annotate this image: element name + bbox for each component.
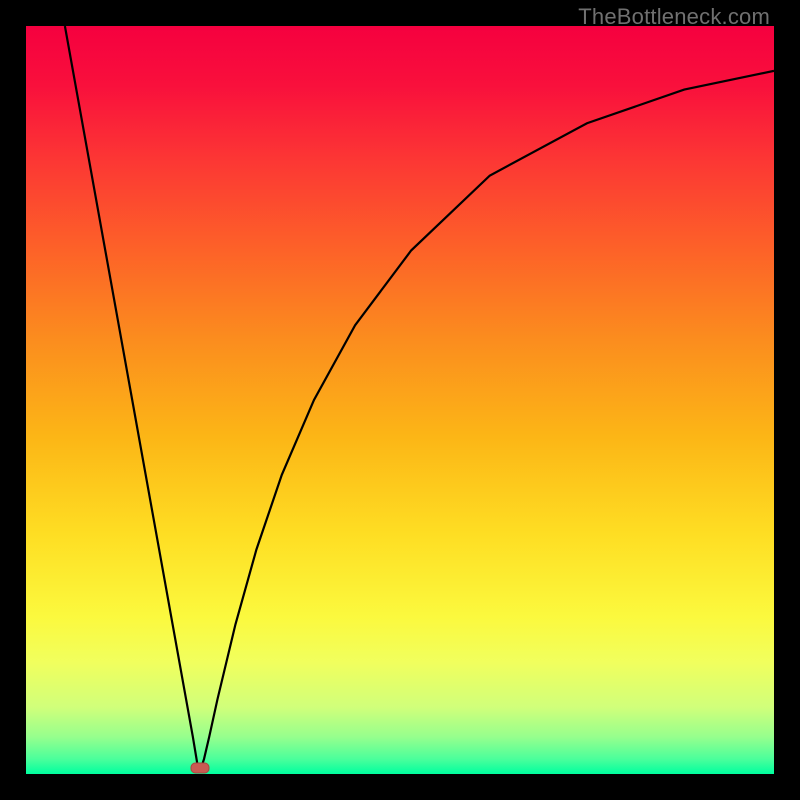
curve-svg <box>26 26 774 774</box>
chart-frame: TheBottleneck.com <box>0 0 800 800</box>
plot-area <box>26 26 774 774</box>
minimum-marker <box>190 763 209 774</box>
bottleneck-curve <box>65 26 774 768</box>
